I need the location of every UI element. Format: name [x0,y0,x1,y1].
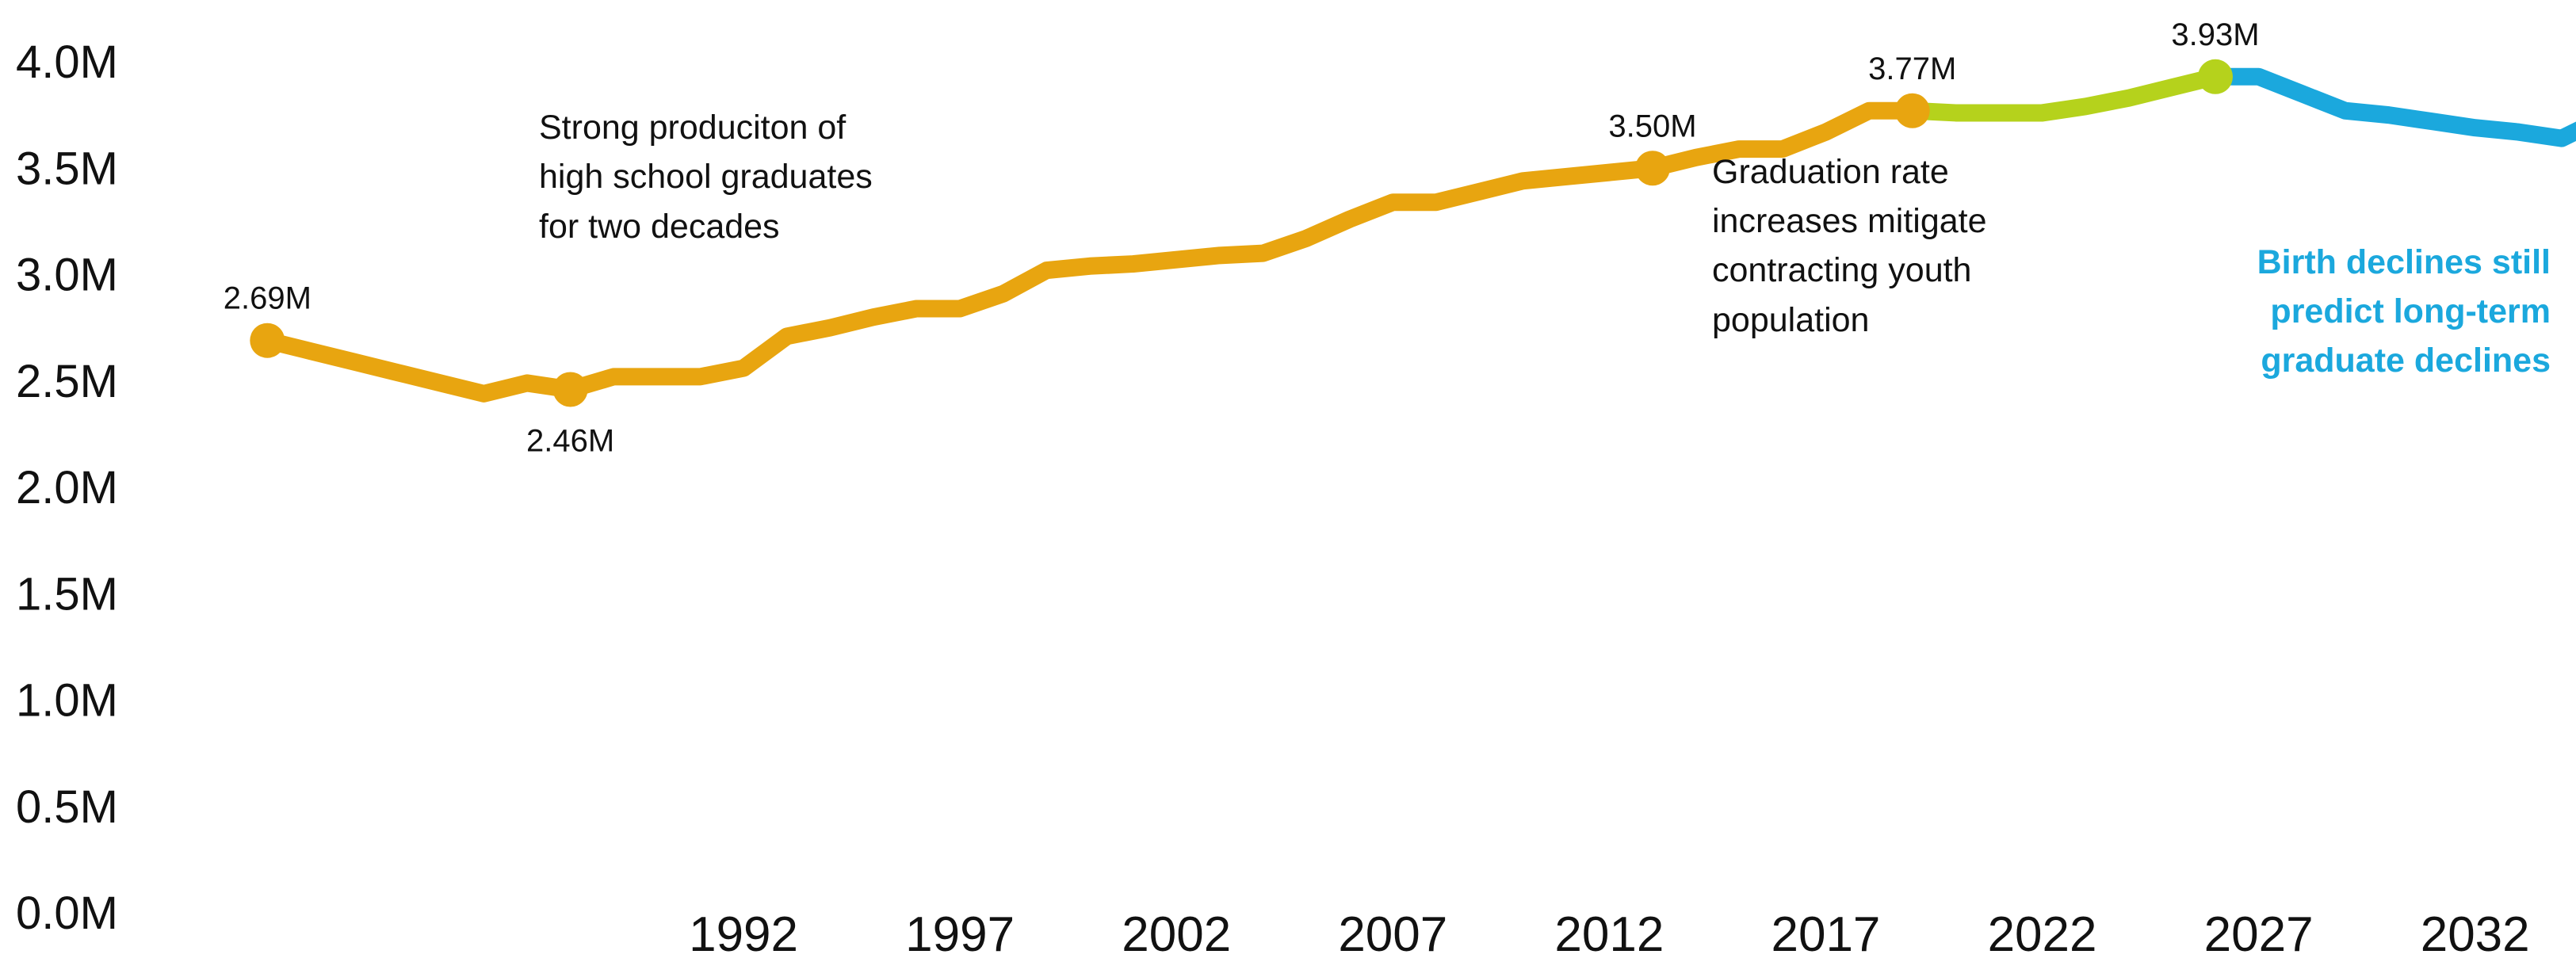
data-point-marker [1894,93,1930,128]
y-tick-label: 3.5M [16,143,118,194]
data-point-label: 3.93M [2171,17,2259,52]
y-tick-label: 2.0M [16,462,118,513]
y-tick-label: 0.5M [16,781,118,833]
data-point-marker [250,323,285,358]
series-line-graduation-rate-increase [1903,67,2224,122]
data-point-label: 3.77M [1868,52,1956,86]
y-tick-label: 1.0M [16,675,118,727]
x-tick-label: 1997 [905,907,1015,962]
x-tick-label: 1992 [689,907,798,962]
x-axis: 1992199720022007201220172022202720322037 [689,907,2530,962]
data-point-label: 3.50M [1608,109,1696,143]
annotation-strong-production-line-3: for two decades [539,208,780,246]
annotation-birth-declines-line-3: graduate declines [2261,342,2551,380]
x-tick-label: 2032 [2421,907,2530,962]
x-tick-label: 2007 [1338,907,1447,962]
data-markers [250,59,2233,407]
annotation-birth-declines-line-2: predict long-term [2270,292,2551,330]
data-point-marker [552,372,588,407]
y-tick-label: 2.5M [16,356,118,407]
annotation-strong-production-line-1: Strong produciton of [539,109,847,147]
annotation-birth-declines-line-1: Birth declines still [2257,243,2551,281]
data-point-label: 2.69M [224,281,311,316]
data-point-marker [1635,151,1670,186]
annotation-graduation-rate-line-2: increases mitigate [1712,202,1987,240]
annotation-graduation-rate-line-1: Graduation rate [1712,153,1949,191]
x-tick-label: 2002 [1122,907,1231,962]
annotation-strong-production-line-2: high school graduates [539,158,873,196]
y-tick-label: 0.0M [16,888,118,939]
y-tick-label: 4.0M [16,36,118,88]
y-tick-label: 1.5M [16,568,118,620]
series-line-projected-decline [2207,67,2576,147]
x-tick-label: 2027 [2204,907,2314,962]
annotation-graduation-rate-line-4: population [1712,301,1869,339]
y-axis: 0.0M 0.5M 1.0M 1.5M 2.0M 2.5M 3.0M 3.5M 4.0M [16,36,118,939]
data-point-label: 2.46M [526,423,614,458]
data-point-marker [2198,59,2233,94]
series-line-historical [258,101,1921,403]
x-tick-label: 2017 [1771,907,1880,962]
annotation-graduation-rate-line-3: contracting youth [1712,251,1971,289]
x-tick-label: 2012 [1554,907,1664,962]
x-tick-label: 2022 [1988,907,2097,962]
y-tick-label: 3.0M [16,250,118,301]
